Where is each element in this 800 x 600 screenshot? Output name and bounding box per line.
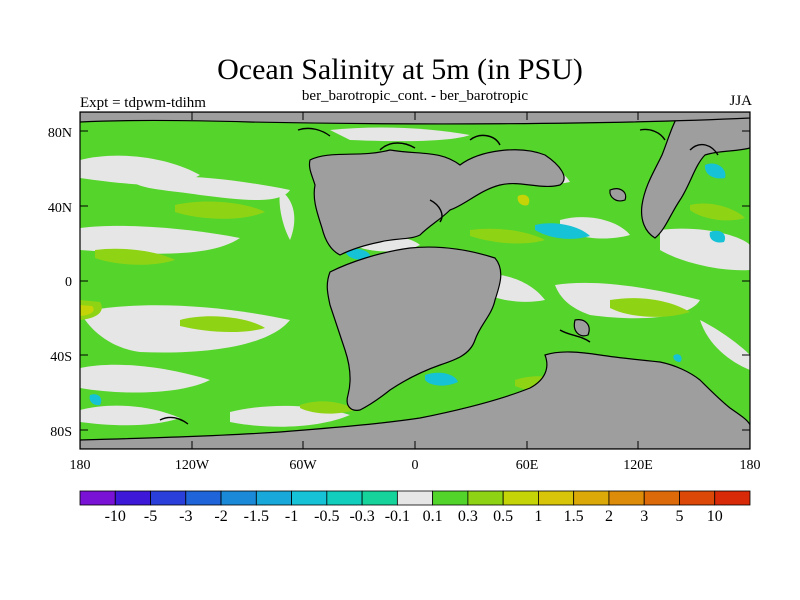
colorbar-label: -10 — [105, 508, 126, 525]
axis-ticks — [79, 112, 751, 449]
colorbar-label: -1 — [285, 508, 298, 525]
colorbar-swatch — [361, 490, 398, 506]
colorbar-swatch — [643, 490, 680, 506]
season-label: JJA — [729, 93, 752, 109]
colorbar-swatch — [79, 490, 116, 506]
colorbar-label: 1 — [534, 508, 542, 525]
colorbar-label: 0.5 — [493, 508, 513, 525]
colorbar-swatch — [432, 490, 469, 506]
colorbar-swatch — [255, 490, 292, 506]
colorbar-swatch — [573, 490, 610, 506]
lat-label-40n: 40N — [48, 201, 72, 216]
lon-label-120e: 120E — [623, 458, 653, 473]
experiment-label: Expt = tdpwm-tdihm — [80, 95, 206, 111]
colorbar-label: 0.1 — [423, 508, 443, 525]
colorbar-swatch — [608, 490, 645, 506]
lat-label-0: 0 — [65, 275, 72, 290]
colorbar-label: 10 — [707, 508, 723, 525]
lat-label-80s: 80S — [50, 425, 72, 440]
colorbar-label: -1.5 — [244, 508, 269, 525]
colorbar: -10 -5 -3 -2 -1.5 -1 -0.5 -0.3 -0.1 0.1 0.3 0.5 1 1.5… — [79, 490, 751, 525]
map-subtitle: ber_barotropic_cont. - ber_barotropic — [301, 88, 529, 104]
lon-label-180w: 180 — [70, 458, 91, 473]
colorbar-swatch — [185, 490, 222, 506]
colorbar-swatch — [538, 490, 575, 506]
colorbar-label: -0.3 — [349, 508, 374, 525]
colorbar-swatch — [291, 490, 328, 506]
colorbar-swatch — [502, 490, 539, 506]
colorbar-swatch — [150, 490, 187, 506]
colorbar-label: -5 — [144, 508, 157, 525]
lon-label-180e: 180 — [740, 458, 761, 473]
lon-label-60w: 60W — [289, 458, 317, 473]
land-masses — [80, 112, 750, 449]
colorbar-swatch — [679, 490, 716, 506]
colorbar-label: 2 — [605, 508, 613, 525]
colorbar-swatch — [220, 490, 257, 506]
longitude-labels: 180 120W 60W 0 60E 120E 180 — [70, 458, 761, 473]
colorbar-label: -2 — [214, 508, 227, 525]
colorbar-swatch — [714, 490, 751, 506]
colorbar-label: 3 — [640, 508, 648, 525]
colorbar-label: -0.5 — [314, 508, 339, 525]
colorbar-label: 1.5 — [564, 508, 584, 525]
colorbar-swatch — [467, 490, 504, 506]
colorbar-swatch — [114, 490, 151, 506]
lon-label-60e: 60E — [516, 458, 539, 473]
colorbar-label: -3 — [179, 508, 192, 525]
latitude-labels: 80N 40N 0 40S 80S — [48, 126, 72, 440]
colorbar-label: 0.3 — [458, 508, 478, 525]
colorbar-label: 5 — [675, 508, 683, 525]
lat-label-80n: 80N — [48, 126, 72, 141]
lon-label-0: 0 — [412, 458, 419, 473]
colorbar-swatch — [326, 490, 363, 506]
lat-label-40s: 40S — [50, 350, 72, 365]
map-panel — [80, 112, 750, 449]
colorbar-swatch — [396, 490, 434, 506]
coastline-details — [159, 127, 719, 425]
colorbar-label: -0.1 — [385, 508, 410, 525]
lon-label-120w: 120W — [175, 458, 210, 473]
map-title: Ocean Salinity at 5m (in PSU) — [217, 53, 583, 86]
